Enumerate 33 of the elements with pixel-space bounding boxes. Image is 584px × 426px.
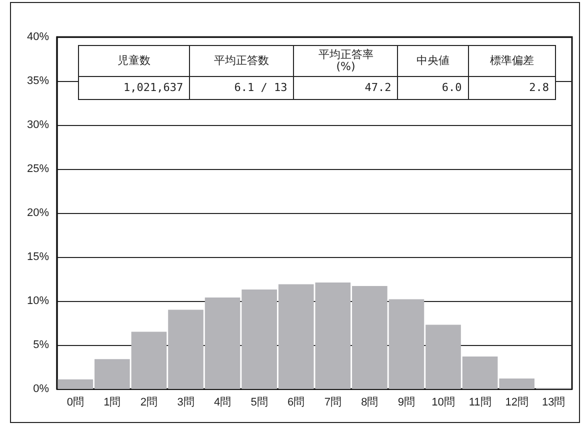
annotation: 2.8 xyxy=(468,76,556,100)
x-tick-label: 3問 xyxy=(177,396,194,408)
x-tick-label: 6問 xyxy=(288,396,305,408)
y-tick-label: 25% xyxy=(26,163,50,175)
y-tick-label: 5% xyxy=(33,339,50,351)
x-tick-label: 0問 xyxy=(66,396,84,408)
x-tick-label: 5問 xyxy=(250,396,268,408)
x-tick-label: 4問 xyxy=(214,396,232,408)
annotation: 6.1 / 13 xyxy=(190,76,294,100)
y-tick-label: 10% xyxy=(26,295,50,307)
x-tick-label: 13問 xyxy=(542,396,566,408)
x-tick-label: 8問 xyxy=(361,396,378,408)
annotation: 児童数 xyxy=(78,46,190,76)
annotation: 6.0 xyxy=(398,76,468,100)
annotation: 中央値 xyxy=(398,46,468,76)
x-tick-label: 9問 xyxy=(398,396,416,408)
y-tick-label: 15% xyxy=(26,251,50,263)
x-tick-label: 12問 xyxy=(505,396,528,408)
annotation: 標準偏差 xyxy=(468,46,556,76)
y-tick-label: 20% xyxy=(26,207,50,219)
y-tick-label: 0% xyxy=(33,383,50,395)
annotation: 平均正答数 xyxy=(190,46,294,76)
y-tick-label: 30% xyxy=(26,119,50,131)
x-tick-label: 7問 xyxy=(324,396,342,408)
y-tick-label: 40% xyxy=(26,31,50,43)
x-tick-label: 1問 xyxy=(104,396,121,408)
annotation: 47.2 xyxy=(294,76,398,100)
x-tick-label: 11問 xyxy=(468,396,492,408)
x-tick-label: 10問 xyxy=(432,396,455,408)
x-tick-label: 2問 xyxy=(140,396,158,408)
annotation: 平均正答率 (%) xyxy=(294,46,398,76)
annotation: 1,021,637 xyxy=(78,76,190,100)
y-tick-label: 35% xyxy=(26,75,50,87)
